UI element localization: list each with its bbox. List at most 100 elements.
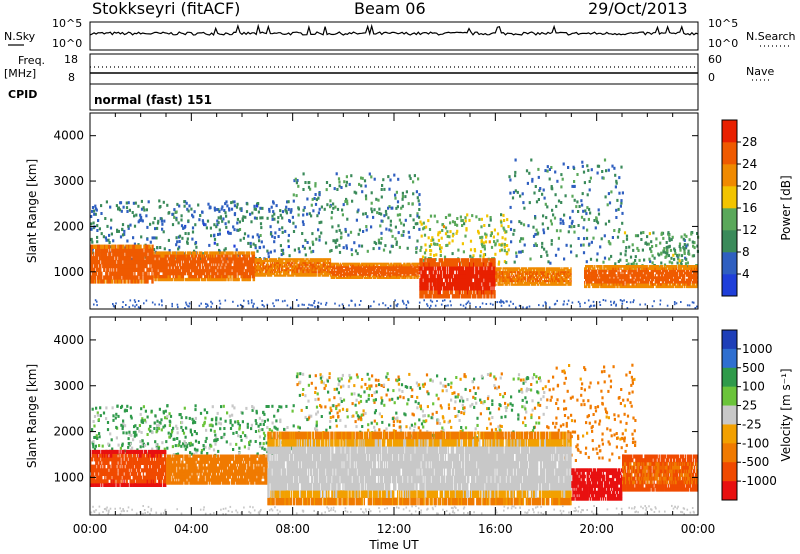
power-echo-cell	[187, 277, 190, 282]
power-echo-cell	[380, 270, 382, 273]
power-echo-cell	[150, 260, 152, 265]
power-echo-cell	[254, 258, 257, 261]
power-echo-cell	[250, 263, 252, 267]
power-echo-cell	[477, 278, 479, 283]
power-scatter-cell	[279, 209, 282, 213]
power-scatter-cell	[479, 236, 482, 240]
power-scatter-cell	[437, 238, 440, 242]
power-echo-cell	[285, 269, 287, 272]
power-scatter-cell	[149, 240, 152, 244]
power-echo-cell	[145, 275, 147, 280]
power-echo-cell	[361, 275, 364, 278]
power-echo-cell	[255, 260, 258, 263]
power-echo-cell	[154, 254, 156, 258]
power-echo-cell	[363, 269, 366, 272]
power-echo-cell	[390, 264, 392, 267]
power-echo-cell	[493, 290, 495, 295]
power-echo-cell	[333, 272, 336, 275]
power-echo-cell	[195, 266, 198, 270]
power-echo-cell	[98, 244, 100, 249]
power-scatter-cell	[281, 248, 285, 252]
power-echo-cell	[249, 272, 251, 276]
power-echo-cell	[335, 265, 338, 268]
power-echo-cell	[312, 267, 314, 270]
power-echo-cell	[135, 267, 137, 272]
power-echo-cell	[460, 274, 463, 279]
power-echo-cell	[181, 263, 184, 267]
power-echo-cell	[278, 267, 280, 270]
power-echo-cell	[179, 257, 182, 261]
power-echo-cell	[192, 251, 195, 255]
power-echo-cell	[447, 286, 450, 291]
power-scatter-cell	[188, 204, 191, 208]
power-echo-cell	[153, 269, 155, 273]
power-echo-cell	[449, 270, 452, 275]
power-echo-cell	[364, 267, 367, 270]
power-echo-cell	[425, 266, 427, 271]
power-echo-cell	[403, 272, 405, 275]
power-echo-cell	[389, 265, 391, 268]
power-scatter-cell	[680, 254, 684, 258]
power-scatter-cell	[107, 238, 110, 242]
power-echo-cell	[467, 274, 469, 279]
power-echo-cell	[239, 272, 241, 276]
power-echo-cell	[149, 252, 151, 257]
power-echo-cell	[173, 260, 175, 264]
power-echo-cell	[448, 258, 451, 263]
power-scatter-cell	[93, 212, 96, 216]
power-echo-cell	[424, 278, 426, 283]
power-scatter-cell	[338, 184, 341, 188]
power-scatter-cell	[502, 226, 505, 230]
power-echo-cell	[103, 252, 105, 257]
power-scatter-cell	[331, 225, 334, 229]
power-echo-cell	[408, 267, 410, 270]
power-echo-cell	[407, 272, 409, 275]
power-echo-cell	[269, 274, 272, 277]
power-echo-cell	[131, 275, 133, 280]
power-scatter-cell	[129, 223, 132, 227]
power-echo-cell	[378, 273, 380, 276]
power-echo-cell	[456, 282, 459, 287]
power-scatter-cell	[345, 244, 348, 248]
power-scatter-cell	[154, 227, 157, 231]
power-scatter-cell	[262, 245, 265, 249]
power-echo-cell	[199, 263, 202, 267]
power-echo-cell	[494, 278, 496, 283]
power-echo-cell	[360, 265, 363, 268]
power-scatter-cell	[259, 234, 262, 237]
power-echo-cell	[332, 262, 335, 265]
power-echo-cell	[357, 264, 360, 267]
power-echo-cell	[433, 270, 435, 275]
power-echo-cell	[496, 269, 498, 272]
power-echo-cell	[386, 277, 388, 279]
power-scatter-cell	[469, 239, 473, 243]
power-echo-cell	[269, 263, 272, 266]
power-echo-cell	[254, 261, 257, 264]
power-scatter-cell	[213, 237, 217, 241]
power-echo-cell	[219, 277, 221, 282]
power-echo-cell	[448, 286, 451, 291]
power-scatter-cell	[377, 198, 380, 202]
power-scatter-cell	[439, 247, 442, 251]
power-echo-cell	[176, 260, 178, 264]
power-echo-cell	[280, 261, 282, 264]
power-scatter-cell	[546, 253, 549, 257]
power-echo-cell	[507, 274, 509, 277]
power-scatter-cell	[105, 200, 108, 204]
power-scatter-cell	[217, 221, 220, 225]
power-echo-cell	[394, 277, 396, 279]
power-echo-cell	[211, 277, 213, 282]
power-echo-cell	[287, 261, 289, 264]
power-scatter-cell	[537, 198, 540, 201]
power-scatter-cell	[494, 242, 497, 246]
power-echo-cell	[116, 275, 118, 280]
power-echo-cell	[498, 280, 500, 283]
power-scatter-cell	[350, 174, 353, 178]
power-echo-cell	[233, 260, 235, 264]
power-echo-cell	[93, 252, 95, 257]
power-echo-cell	[240, 272, 242, 276]
power-echo-cell	[301, 261, 303, 264]
power-echo-cell	[319, 269, 321, 272]
power-echo-cell	[422, 286, 424, 291]
power-scatter-cell	[507, 248, 510, 252]
